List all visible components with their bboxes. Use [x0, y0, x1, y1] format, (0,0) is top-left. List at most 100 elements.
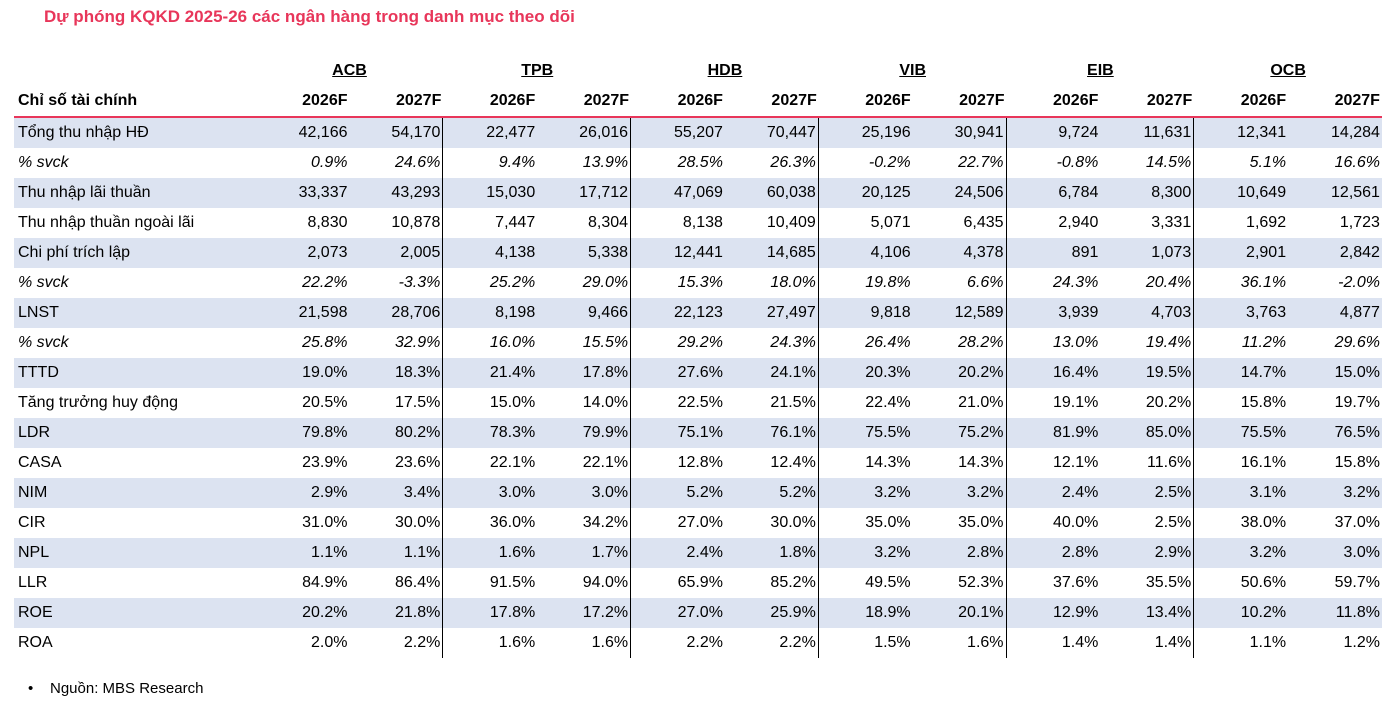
- value-cell: 3,763: [1246, 304, 1287, 321]
- value-cell: 26,016: [537, 118, 632, 148]
- row-label: Tổng thu nhập HĐ: [18, 124, 149, 141]
- value-cell: 20.4%: [1100, 268, 1195, 298]
- value-cell: 13.9%: [537, 148, 632, 178]
- value-cell: 8,198: [495, 304, 536, 321]
- value-cell: 70,447: [725, 118, 819, 148]
- value-cell: 3.0%: [1343, 544, 1380, 561]
- value-cell: 21,598: [298, 304, 348, 321]
- value-cell: 1.6%: [537, 628, 632, 658]
- value-cell: 0.9%: [311, 154, 348, 171]
- value-cell: 31.0%: [302, 514, 348, 531]
- year-header: 2026F: [302, 92, 348, 109]
- year-header-row: Chỉ số tài chính 2026F 2027F 2026F 2027F…: [14, 86, 1382, 118]
- value-cell: 2.0%: [311, 634, 348, 651]
- value-cell: 9,466: [537, 298, 632, 328]
- value-cell: 17.8%: [489, 604, 536, 621]
- value-cell: 22.4%: [865, 394, 911, 411]
- value-cell: 11.8%: [1335, 604, 1380, 621]
- value-cell: 2,005: [350, 238, 444, 268]
- value-cell: 75.1%: [677, 424, 723, 441]
- value-cell: -0.2%: [868, 154, 911, 171]
- value-cell: 20.2%: [913, 358, 1007, 388]
- value-cell: 19.4%: [1100, 328, 1195, 358]
- row-label: CIR: [18, 514, 46, 531]
- value-cell: 55,207: [674, 124, 723, 141]
- value-cell: 22.7%: [913, 148, 1007, 178]
- value-cell: 29.0%: [537, 268, 632, 298]
- value-cell: 8,304: [537, 208, 632, 238]
- value-cell: 23.9%: [302, 454, 348, 471]
- row-label: NPL: [18, 544, 50, 561]
- value-cell: 85.2%: [725, 568, 819, 598]
- value-cell: 3,331: [1100, 208, 1195, 238]
- value-cell: 20.1%: [913, 598, 1007, 628]
- value-cell: 75.5%: [865, 424, 911, 441]
- value-cell: 52.3%: [913, 568, 1007, 598]
- value-cell: 36.0%: [489, 514, 536, 531]
- value-cell: 14.7%: [1240, 364, 1287, 381]
- row-label: % svck: [18, 154, 69, 171]
- value-cell: 2,073: [307, 244, 348, 261]
- value-cell: 22,477: [486, 124, 536, 141]
- value-cell: 19.0%: [302, 364, 348, 381]
- year-header: 2026F: [1240, 92, 1287, 109]
- value-cell: 5.2%: [725, 478, 819, 508]
- value-cell: 9.4%: [498, 154, 536, 171]
- value-cell: 10.2%: [1240, 604, 1287, 621]
- value-cell: 3.1%: [1249, 484, 1287, 501]
- value-cell: 12.4%: [725, 448, 819, 478]
- table-row: Thu nhập thuần ngoài lãi 8,830 10,878 7,447…: [14, 208, 1382, 238]
- value-cell: 8,138: [682, 214, 723, 231]
- value-cell: 17.2%: [537, 598, 632, 628]
- table-row: LNST 21,598 28,706 8,198 9,466 22,123 27,497 9,…: [14, 298, 1382, 328]
- value-cell: 16.0%: [489, 334, 536, 351]
- table-row: NPL 1.1% 1.1% 1.6% 1.7% 2.4% 1.8% 3.2% 2.8% 2.8% 2…: [14, 538, 1382, 568]
- value-cell: 17,712: [537, 178, 632, 208]
- value-cell: 18.0%: [725, 268, 819, 298]
- value-cell: 1.7%: [537, 538, 632, 568]
- value-cell: -0.8%: [1056, 154, 1099, 171]
- metric-column-header: Chỉ số tài chính: [18, 92, 138, 109]
- value-cell: 12,441: [674, 244, 723, 261]
- table-row: Tổng thu nhập HĐ 42,166 54,170 22,477 26,016…: [14, 118, 1382, 148]
- value-cell: 1.8%: [725, 538, 819, 568]
- value-cell: 14.3%: [865, 454, 911, 471]
- value-cell: 20,125: [861, 184, 911, 201]
- value-cell: 3.0%: [537, 478, 632, 508]
- value-cell: 4,703: [1100, 298, 1195, 328]
- year-header: 2027F: [1334, 92, 1380, 109]
- bank-header-eib: EIB: [1087, 62, 1114, 79]
- value-cell: 24.1%: [725, 358, 819, 388]
- row-label: Thu nhập thuần ngoài lãi: [18, 214, 195, 231]
- value-cell: 4,106: [870, 244, 911, 261]
- value-cell: 22.1%: [489, 454, 536, 471]
- value-cell: 11,631: [1100, 118, 1195, 148]
- value-cell: 6.6%: [913, 268, 1007, 298]
- bullet-icon: •: [28, 680, 34, 697]
- value-cell: 3.2%: [874, 484, 911, 501]
- value-cell: 19.1%: [1053, 394, 1099, 411]
- row-label: % svck: [18, 334, 69, 351]
- value-cell: 80.2%: [350, 418, 444, 448]
- value-cell: 18.3%: [350, 358, 444, 388]
- value-cell: 65.9%: [677, 574, 723, 591]
- bank-header-vib: VIB: [899, 62, 926, 79]
- value-cell: 19.8%: [865, 274, 911, 291]
- value-cell: 21.4%: [489, 364, 536, 381]
- table-body: Tổng thu nhập HĐ 42,166 54,170 22,477 26,016…: [14, 118, 1382, 658]
- value-cell: 15.0%: [489, 394, 536, 411]
- value-cell: 36.1%: [1240, 274, 1287, 291]
- value-cell: 15.0%: [1334, 364, 1380, 381]
- table-row: CIR 31.0% 30.0% 36.0% 34.2% 27.0% 30.0% 35.0% 35…: [14, 508, 1382, 538]
- value-cell: 2.2%: [725, 628, 819, 658]
- value-cell: 2.8%: [1061, 544, 1099, 561]
- row-label: LDR: [18, 424, 51, 441]
- value-cell: 81.9%: [1053, 424, 1099, 441]
- value-cell: 15,030: [486, 184, 536, 201]
- value-cell: 3.2%: [874, 544, 911, 561]
- value-cell: 9,818: [870, 304, 911, 321]
- table-row: % svck 22.2% -3.3% 25.2% 29.0% 15.3% 18.0% 19.8…: [14, 268, 1382, 298]
- value-cell: 47,069: [674, 184, 723, 201]
- value-cell: 76.1%: [725, 418, 819, 448]
- value-cell: 29.2%: [677, 334, 723, 351]
